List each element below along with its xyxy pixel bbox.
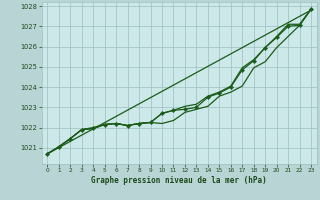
X-axis label: Graphe pression niveau de la mer (hPa): Graphe pression niveau de la mer (hPa) (91, 176, 267, 185)
